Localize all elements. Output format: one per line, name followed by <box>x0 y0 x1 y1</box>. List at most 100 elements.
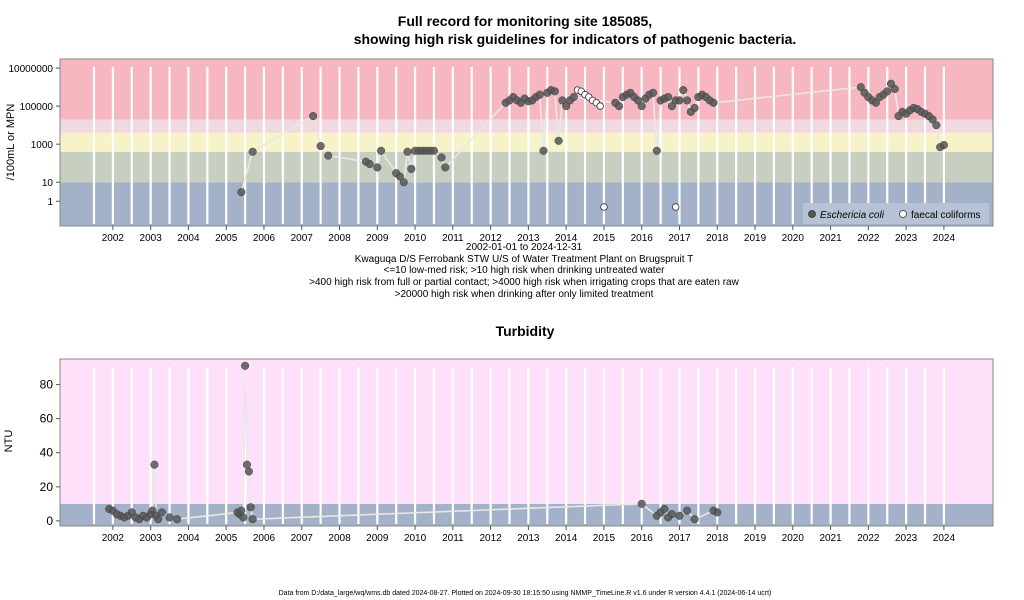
point-ecoli <box>316 141 325 151</box>
point-turbidity <box>239 513 248 522</box>
x-tick-label: 2008 <box>328 233 351 244</box>
point-ecoli <box>403 147 412 156</box>
x-tick-label: 2011 <box>442 533 464 544</box>
point-ecoli <box>652 146 661 155</box>
plot-frame <box>59 58 994 227</box>
y-tick-label: 10000000 <box>9 64 54 75</box>
legend-marker-faecal <box>899 210 907 218</box>
point-ecoli <box>437 153 446 162</box>
band-0 <box>60 503 993 526</box>
x-tick-label: 2017 <box>668 533 691 544</box>
x-tick-label: 2021 <box>819 533 842 544</box>
x-tick-label: 2017 <box>668 233 691 244</box>
point-ecoli <box>365 160 374 169</box>
point-ecoli <box>664 92 673 102</box>
x-tick-label: 2009 <box>366 233 389 244</box>
x-tick-label: 2004 <box>177 533 200 544</box>
x-tick-label: 2013 <box>517 233 540 244</box>
series-points <box>237 79 948 211</box>
y-axis-ticks: 1 10 1000 100000 10000000 <box>9 64 60 208</box>
x-tick-label: 2024 <box>933 533 956 544</box>
point-ecoli <box>890 84 899 93</box>
point-turbidity <box>150 460 159 469</box>
legend: Eschericia coli faecal coliforms <box>803 203 989 224</box>
x-tick-label: 2009 <box>366 533 389 544</box>
point-turbidity <box>690 515 699 524</box>
point-turbidity <box>165 513 174 522</box>
caption-daterange: 2002-01-01 to 2024-12-31 <box>466 242 583 253</box>
point-ecoli <box>377 146 386 155</box>
y-tick-label: 1000 <box>31 140 54 151</box>
y-tick-label: 100000 <box>20 102 54 113</box>
point-faecal-coliform <box>672 203 680 211</box>
x-tick-label: 2002 <box>102 533 125 544</box>
point-turbidity <box>242 460 252 469</box>
x-tick-label: 2003 <box>140 233 163 244</box>
point-ecoli <box>871 98 880 107</box>
point-ecoli <box>309 112 318 121</box>
point-ecoli <box>856 83 865 92</box>
point-ecoli <box>554 136 563 145</box>
x-tick-label: 2007 <box>291 233 314 244</box>
x-tick-label: 2021 <box>819 233 842 244</box>
point-faecal-coliform <box>596 102 604 110</box>
caption-risk1: <=10 low-med risk; >10 high risk when dr… <box>384 265 666 276</box>
point-ecoli <box>679 85 688 95</box>
point-ecoli <box>324 151 333 160</box>
x-tick-label: 2004 <box>177 233 200 244</box>
x-tick-label: 2011 <box>442 233 464 244</box>
x-tick-label: 2024 <box>933 233 956 244</box>
point-ecoli <box>248 147 257 156</box>
point-ecoli <box>709 98 718 107</box>
point-ecoli <box>648 88 658 97</box>
bacteria-plot: 2002 2003 2004 2005 2006 2007 2008 2009 2010 2011… <box>5 58 994 244</box>
legend-label-faecal: faecal coliforms <box>911 210 980 221</box>
x-tick-label: 2018 <box>706 533 729 544</box>
year-gridlines <box>92 367 945 524</box>
point-ecoli <box>237 188 246 197</box>
point-turbidity <box>244 467 253 476</box>
x-tick-label: 2012 <box>479 533 502 544</box>
x-tick-label: 2003 <box>140 533 163 544</box>
point-ecoli <box>550 87 559 96</box>
y-tick-label: 60 <box>40 412 54 426</box>
point-ecoli <box>395 172 405 181</box>
y-axis-ticks: 0 20 40 60 80 <box>40 378 60 528</box>
y-tick-label: 80 <box>40 378 54 392</box>
point-turbidity <box>173 515 182 524</box>
point-ecoli <box>690 103 699 113</box>
chart-title-line2: showing high risk guidelines for indicat… <box>354 31 797 47</box>
x-tick-label: 2006 <box>253 233 276 244</box>
x-tick-label: 2020 <box>782 533 805 544</box>
point-ecoli <box>675 96 684 105</box>
turbidity-title: Turbidity <box>496 323 555 339</box>
footer-note: Data from D:/data_large/wq/wms.db dated … <box>279 590 772 597</box>
band-3 <box>60 119 993 133</box>
legend-label-ecoli: Eschericia coli <box>820 210 885 221</box>
x-tick-label: 2016 <box>631 533 654 544</box>
x-tick-label: 2022 <box>857 533 880 544</box>
point-turbidity <box>637 499 646 508</box>
x-tick-label: 2019 <box>744 233 767 244</box>
point-ecoli <box>682 96 692 105</box>
point-ecoli <box>407 164 416 173</box>
turbidity-plot: 2002 2003 2004 2005 2006 2007 2008 2009 2010 2011… <box>3 358 994 544</box>
x-tick-label: 2015 <box>593 233 616 244</box>
y-tick-label: 0 <box>46 514 53 528</box>
caption-location: Kwaguqa D/S Ferrobank STW U/S of Water T… <box>355 254 693 265</box>
x-tick-label: 2023 <box>895 533 918 544</box>
point-ecoli <box>932 121 941 130</box>
point-ecoli <box>883 87 892 96</box>
y-tick-label: 1 <box>47 197 53 208</box>
point-turbidity <box>675 511 684 520</box>
point-turbidity <box>157 508 167 517</box>
x-tick-label: 2019 <box>744 533 767 544</box>
band-1 <box>60 151 993 183</box>
point-turbidity <box>241 361 250 370</box>
point-ecoli <box>441 163 450 172</box>
point-turbidity <box>660 504 669 514</box>
y-axis-label: NTU <box>3 430 15 453</box>
x-axis-ticks: 2002 2003 2004 2005 2006 2007 2008 2009 2010 2011… <box>102 526 956 544</box>
x-axis-ticks: 2002 2003 2004 2005 2006 2007 2008 2009 2010 2011… <box>102 226 956 244</box>
